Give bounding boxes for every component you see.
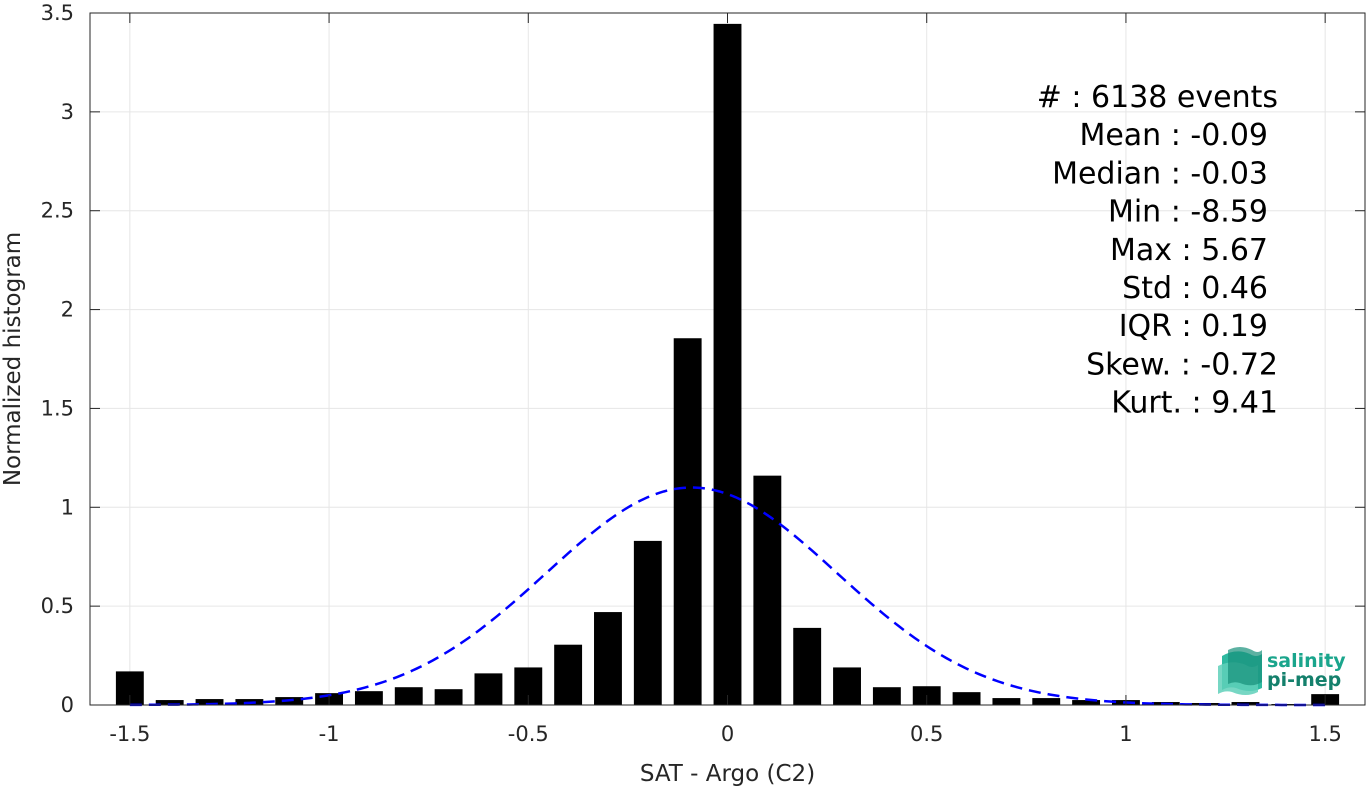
- waves-icon: [1218, 647, 1262, 695]
- histogram-bar: [195, 699, 224, 705]
- x-axis-ticks: -1.5 -1 -0.5 0 0.5 1 1.5: [109, 13, 1342, 746]
- logo-text-salinity: salinity: [1267, 650, 1346, 672]
- histogram-bar: [1231, 702, 1260, 705]
- y-tick-label: 3.5: [41, 1, 74, 25]
- histogram-bar: [713, 23, 742, 706]
- y-tick-label: 1.5: [41, 396, 74, 420]
- histogram-bar: [673, 338, 702, 705]
- x-tick-label: 0: [721, 722, 734, 746]
- histogram-bar: [474, 673, 503, 705]
- histogram-bar: [633, 540, 662, 705]
- histogram-bar: [872, 687, 901, 705]
- x-tick-label: -1.5: [109, 722, 150, 746]
- stat-line: Std : 0.46: [1122, 271, 1268, 306]
- stat-line: # : 6138 events: [1037, 80, 1278, 115]
- stat-line: Skew. : -0.72: [1086, 347, 1278, 382]
- histogram-bar: [155, 700, 184, 705]
- x-axis-label: SAT - Argo (C2): [640, 761, 815, 787]
- x-tick-label: 0.5: [910, 722, 943, 746]
- stat-line: Mean : -0.09: [1079, 118, 1268, 153]
- histogram-bar: [753, 475, 782, 705]
- histogram-bar: [992, 698, 1021, 705]
- logo-text-pi-mep: pi-mep: [1267, 669, 1341, 691]
- stat-line: Median : -0.03: [1052, 156, 1268, 191]
- y-tick-label: 1: [61, 495, 74, 519]
- histogram-bar: [394, 687, 423, 705]
- y-axis-ticks: 0 0.5 1 1.5 2 2.5 3 3.5: [41, 1, 1365, 717]
- x-tick-label: 1: [1119, 722, 1132, 746]
- stat-line: IQR : 0.19: [1119, 309, 1268, 344]
- stat-line: Min : -8.59: [1108, 195, 1268, 230]
- histogram-bar: [1072, 700, 1101, 705]
- histogram-bar: [554, 644, 583, 705]
- y-axis-label: Normalized histogram: [0, 232, 26, 486]
- histogram-bar: [833, 667, 861, 705]
- y-tick-label: 0.5: [41, 594, 74, 618]
- x-tick-label: -1: [319, 722, 340, 746]
- histogram-bar: [1032, 698, 1061, 705]
- y-tick-label: 2: [61, 298, 74, 322]
- stat-line: Kurt. : 9.41: [1111, 386, 1278, 421]
- x-tick-label: -0.5: [508, 722, 549, 746]
- histogram-bar: [793, 627, 822, 705]
- x-tick-label: 1.5: [1308, 722, 1341, 746]
- histogram-bar: [952, 692, 981, 705]
- stat-line: Max : 5.67: [1110, 233, 1268, 268]
- y-tick-label: 3: [61, 100, 74, 124]
- histogram-bar: [594, 612, 622, 705]
- y-tick-label: 2.5: [41, 199, 74, 223]
- salinity-pi-mep-logo: salinity pi-mep: [1218, 647, 1346, 695]
- histogram-bar: [354, 691, 383, 705]
- y-tick-label: 0: [61, 693, 74, 717]
- histogram-bar: [434, 689, 463, 705]
